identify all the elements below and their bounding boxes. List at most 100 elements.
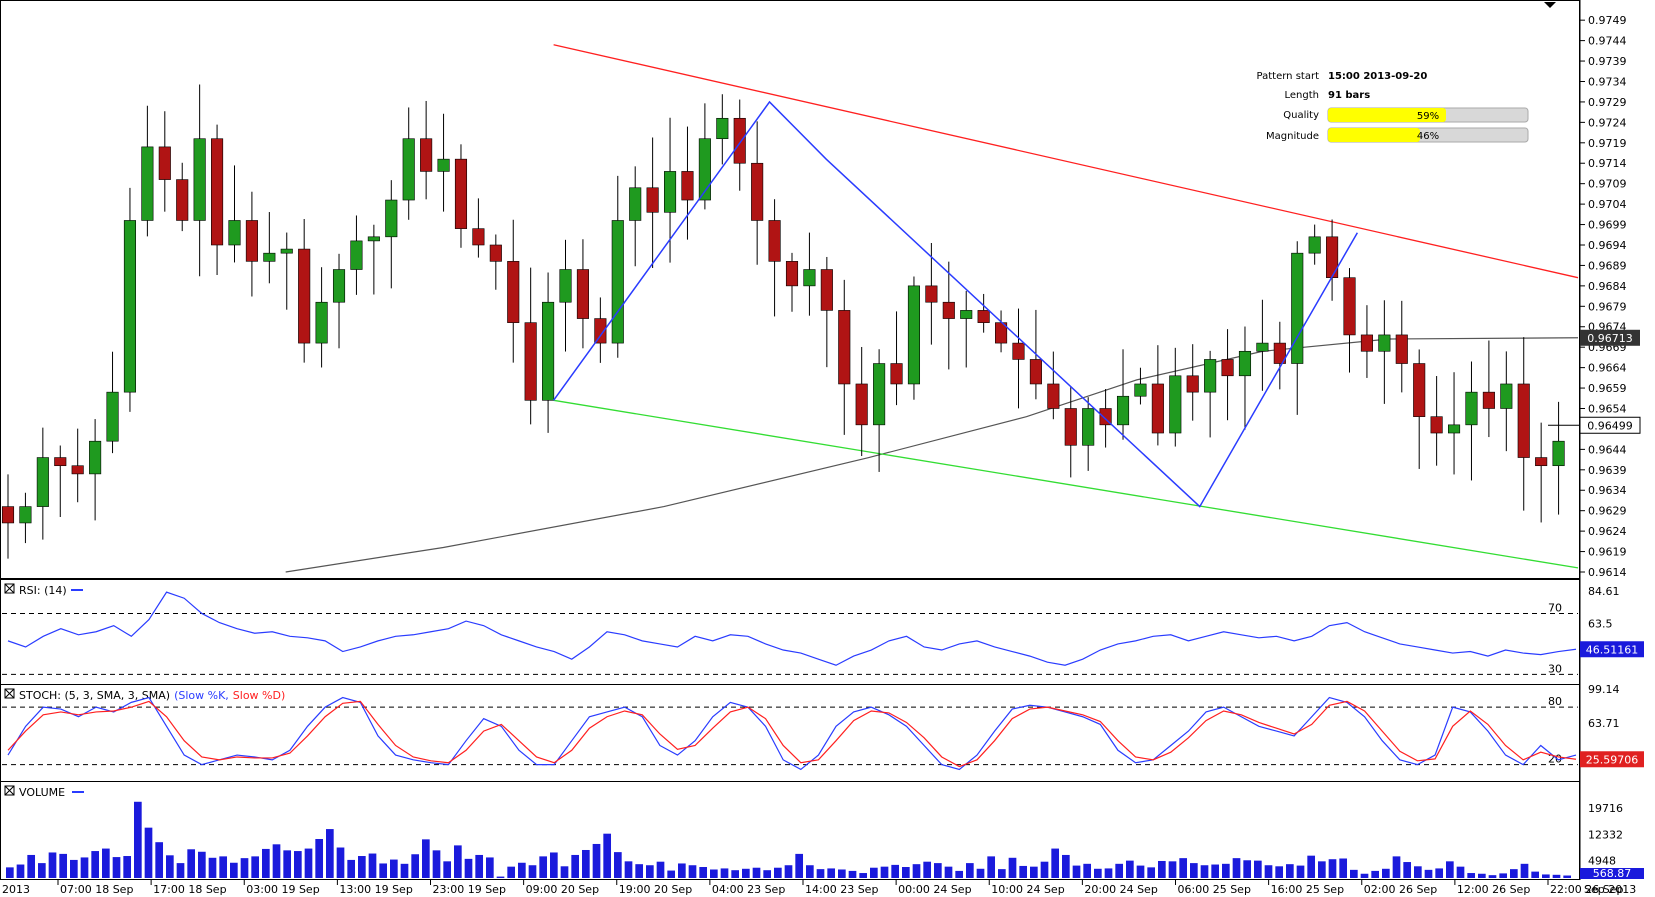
- volume-bar: [70, 859, 78, 878]
- price-tick-label: 0.9614: [1588, 566, 1627, 579]
- bear-candle: [1395, 334, 1408, 364]
- volume-bar: [902, 867, 910, 878]
- volume-bar: [731, 870, 740, 878]
- volume-bar: [1147, 867, 1156, 878]
- volume-bar: [1307, 855, 1316, 878]
- volume-bar: [1339, 858, 1348, 878]
- volume-bar: [1371, 870, 1380, 878]
- volume-bar: [432, 850, 441, 878]
- bull-candle: [1500, 383, 1513, 409]
- bear-candle: [1064, 408, 1077, 446]
- volume-bar: [208, 857, 217, 878]
- bear-candle: [681, 171, 694, 201]
- volume-current-value: 568.87: [1593, 867, 1632, 880]
- volume-bar: [934, 863, 942, 878]
- volume-bar: [582, 849, 590, 878]
- volume-bar: [262, 848, 270, 878]
- rsi-levels: 70 30: [2, 601, 1578, 675]
- rsi-tick-label: 84.61: [1588, 585, 1620, 598]
- stoch-collapse-icon[interactable]: [4, 688, 15, 699]
- stoch-levels: 80 20: [2, 695, 1578, 766]
- volume-bar: [848, 870, 857, 878]
- volume-bar: [1083, 863, 1092, 878]
- x-tick-label: 19:00 20 Sep: [619, 883, 692, 896]
- volume-bar: [784, 865, 793, 878]
- price-tick-label: 0.9679: [1588, 300, 1627, 313]
- volume-bar: [1350, 869, 1358, 878]
- volume-bar: [667, 870, 676, 878]
- volume-bar: [336, 847, 345, 878]
- volume-bar: [1254, 860, 1262, 878]
- bear-candle: [1029, 359, 1042, 385]
- volume-bar: [1552, 874, 1561, 878]
- volume-bar: [187, 849, 196, 878]
- bear-candle: [1326, 236, 1339, 278]
- bear-candle: [245, 220, 258, 262]
- rsi-panel: RSI: (14) 70 30 84.61 63.5 46.51161: [2, 583, 1644, 675]
- bear-candle: [1221, 359, 1234, 377]
- volume-bar: [16, 864, 25, 878]
- price-tick-label: 0.9724: [1588, 116, 1627, 129]
- price-tick-label: 0.9699: [1588, 219, 1627, 232]
- scroll-arrow-icon[interactable]: [1544, 2, 1556, 8]
- volume-bar: [528, 865, 537, 878]
- bull-candle: [350, 240, 363, 270]
- volume-bar: [1094, 868, 1102, 878]
- bear-candle: [489, 244, 502, 262]
- bear-candle: [454, 158, 468, 229]
- bear-candle: [646, 187, 659, 213]
- current-price-tag: 0.96499: [1548, 416, 1641, 434]
- bull-candle: [1378, 334, 1391, 352]
- support-line: [553, 399, 1579, 569]
- rsi-current-box: [1580, 641, 1644, 658]
- x-tick-label: 20:00 24 Sep: [1084, 883, 1157, 896]
- stoch-d-series: [7, 700, 1577, 768]
- candlesticks: [1, 84, 1565, 559]
- bull-candle: [437, 158, 450, 172]
- volume-bar: [624, 861, 633, 878]
- bear-candle: [925, 285, 938, 303]
- price-tick-label: 0.9684: [1588, 280, 1627, 293]
- bull-candle: [367, 236, 380, 242]
- rsi-collapse-icon-cross: [4, 583, 15, 594]
- bear-candle: [733, 117, 746, 164]
- volume-bar: [816, 869, 825, 878]
- volume-bar: [251, 856, 260, 878]
- bear-candle: [820, 269, 833, 311]
- volume-collapse-icon[interactable]: [4, 785, 15, 796]
- volume-bar: [390, 859, 398, 878]
- volume-bar: [1563, 875, 1572, 878]
- volume-bar: [1531, 871, 1540, 878]
- volume-bar: [219, 856, 228, 878]
- x-tick-label: 00:00 24 Sep: [898, 883, 971, 896]
- price-tick-label: 0.9619: [1588, 546, 1627, 559]
- bull-candle: [228, 220, 241, 246]
- volume-bar: [1467, 873, 1476, 878]
- x-tick-label: 09:00 20 Sep: [526, 883, 599, 896]
- stoch-collapse-icon-cross: [4, 688, 15, 699]
- bull-candle: [611, 220, 624, 344]
- stoch-title: STOCH: (5, 3, SMA, 3, SMA) (Slow %K, Slow …: [19, 689, 285, 702]
- volume-bar: [507, 866, 516, 878]
- volume-bar: [976, 868, 985, 878]
- price-panel-frame: [0, 0, 1580, 579]
- volume-bar: [315, 839, 324, 878]
- rsi-collapse-icon[interactable]: [4, 583, 15, 594]
- volume-bar: [1446, 861, 1454, 878]
- bull-candle: [1082, 408, 1095, 446]
- x-tick-label: 07:00 18 Sep: [60, 883, 133, 896]
- volume-bar: [635, 864, 644, 878]
- volume-bar: [1403, 862, 1412, 878]
- volume-bar: [1179, 858, 1188, 878]
- volume-bar: [240, 858, 249, 878]
- volume-bar: [603, 833, 612, 878]
- bull-candle: [663, 171, 677, 213]
- stoch-d-label: Slow %D): [233, 689, 285, 702]
- volume-bar: [1211, 864, 1220, 878]
- zigzag-pattern: [552, 100, 1359, 508]
- bear-candle: [1186, 375, 1199, 393]
- volume-bar: [272, 844, 281, 878]
- bull-candle: [1308, 236, 1321, 254]
- volume-bar: [646, 865, 654, 878]
